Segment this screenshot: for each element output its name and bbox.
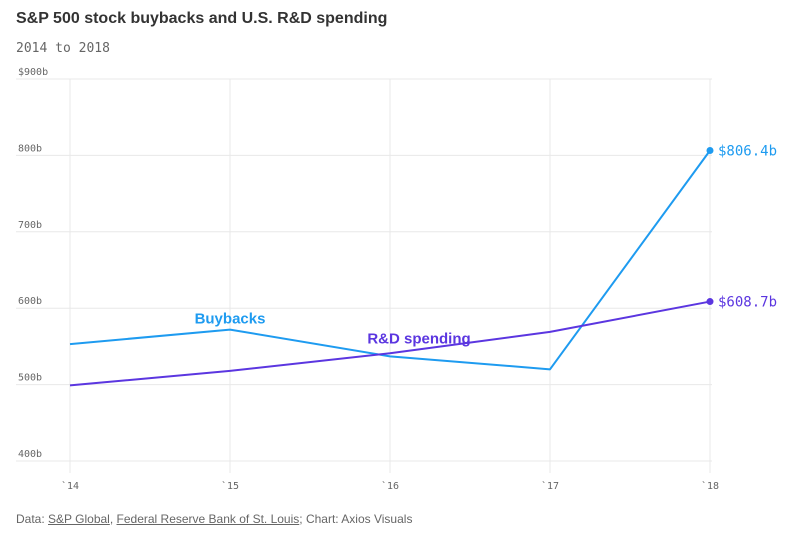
chart-footer: Data: S&P Global, Federal Reserve Bank o… — [16, 512, 412, 526]
buybacks-end-point — [706, 147, 714, 155]
chart-subtitle: 2014 to 2018 — [16, 41, 110, 56]
rd-spending-end-point — [706, 298, 714, 306]
x-tick-label: `18 — [701, 480, 719, 492]
buybacks-end-label: $806.4b — [718, 144, 777, 160]
footer-suffix: ; Chart: Axios Visuals — [299, 512, 413, 526]
y-tick-label: 400b — [18, 449, 42, 460]
y-tick-label: 500b — [18, 373, 42, 384]
rd-spending-line — [69, 300, 711, 387]
y-tick-label: 700b — [18, 220, 42, 231]
series — [69, 147, 714, 387]
x-tick-label: `15 — [221, 480, 239, 492]
grid — [16, 78, 712, 473]
rd-spending-series-label: R&D spending — [367, 330, 470, 347]
labels: $806.4b $608.7b Buybacks R&D spending — [195, 144, 777, 348]
footer-data-prefix: Data: — [16, 512, 49, 526]
footer-separator: , — [109, 512, 117, 526]
y-tick-label: $900b — [18, 67, 48, 78]
axis-ticks: 400b 500b 600b 700b 800b $900b `14 `15 `16 `17 `18 — [18, 67, 719, 492]
rd-spending-end-label: $608.7b — [718, 295, 777, 311]
source-link-sp-global[interactable]: S&P Global — [48, 512, 110, 526]
buybacks-series-label: Buybacks — [195, 311, 266, 328]
y-tick-label: 600b — [18, 296, 42, 307]
x-tick-label: `16 — [381, 480, 399, 492]
y-tick-label: 800b — [18, 143, 42, 154]
x-tick-label: `14 — [61, 480, 79, 492]
source-link-federal-reserve[interactable]: Federal Reserve Bank of St. Louis — [116, 512, 300, 526]
chart-title: S&P 500 stock buybacks and U.S. R&D spen… — [16, 10, 388, 27]
buybacks-line — [69, 149, 711, 371]
x-tick-label: `17 — [541, 480, 559, 492]
